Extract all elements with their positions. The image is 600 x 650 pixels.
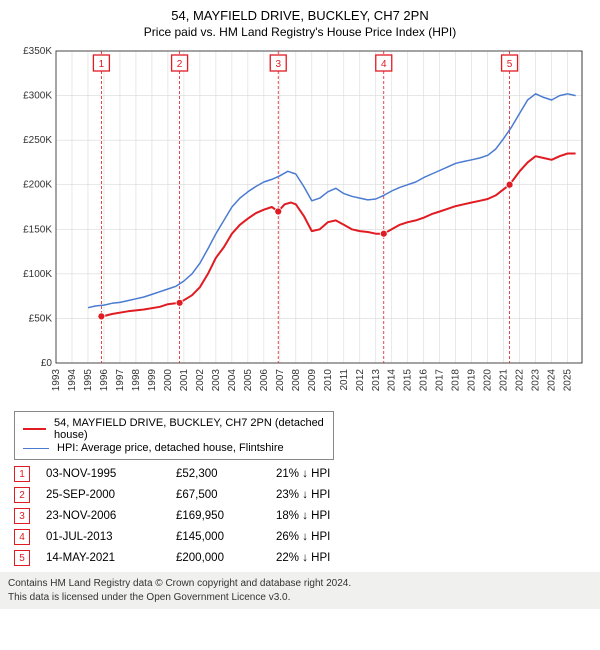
chart-container: 54, MAYFIELD DRIVE, BUCKLEY, CH7 2PN Pri…: [0, 0, 600, 609]
svg-text:2003: 2003: [211, 369, 222, 392]
svg-text:£300K: £300K: [23, 91, 52, 102]
transaction-date: 25-SEP-2000: [46, 489, 176, 501]
svg-text:1995: 1995: [83, 369, 94, 392]
svg-text:£200K: £200K: [23, 180, 52, 191]
svg-text:2024: 2024: [547, 369, 558, 392]
svg-text:2011: 2011: [339, 369, 350, 391]
svg-text:2002: 2002: [195, 369, 206, 392]
svg-text:2009: 2009: [307, 369, 318, 392]
svg-text:2013: 2013: [371, 369, 382, 392]
transaction-diff: 21% ↓ HPI: [276, 468, 366, 480]
transaction-date: 23-NOV-2006: [46, 510, 176, 522]
transaction-row: 1 03-NOV-1995£52,30021% ↓ HPI: [14, 466, 586, 482]
transaction-diff: 26% ↓ HPI: [276, 531, 366, 543]
svg-text:1999: 1999: [147, 369, 158, 392]
svg-text:2010: 2010: [323, 369, 334, 392]
transactions-table: 1 03-NOV-1995£52,30021% ↓ HPI 2 25-SEP-2000…: [14, 466, 586, 566]
transaction-date: 14-MAY-2021: [46, 552, 176, 564]
svg-text:£250K: £250K: [23, 135, 52, 146]
svg-text:2018: 2018: [451, 369, 462, 392]
svg-text:1: 1: [99, 59, 105, 70]
svg-text:2025: 2025: [563, 369, 574, 392]
svg-text:2007: 2007: [275, 369, 286, 392]
svg-text:2023: 2023: [531, 369, 542, 392]
svg-text:2001: 2001: [179, 369, 190, 392]
svg-text:1993: 1993: [51, 369, 62, 392]
transaction-price: £145,000: [176, 531, 276, 543]
svg-text:2: 2: [177, 59, 183, 70]
transaction-marker: 5: [14, 550, 30, 566]
transaction-marker: 4: [14, 529, 30, 545]
transaction-price: £67,500: [176, 489, 276, 501]
footer-attribution: Contains HM Land Registry data © Crown c…: [0, 572, 600, 609]
svg-text:2000: 2000: [163, 369, 174, 392]
transaction-marker: 2: [14, 487, 30, 503]
svg-text:1994: 1994: [67, 369, 78, 392]
svg-text:2008: 2008: [291, 369, 302, 392]
svg-text:1996: 1996: [99, 369, 110, 392]
svg-text:£50K: £50K: [29, 313, 53, 324]
title-subtitle: Price paid vs. HM Land Registry's House …: [10, 25, 590, 39]
transaction-row: 4 01-JUL-2013£145,00026% ↓ HPI: [14, 529, 586, 545]
svg-text:2014: 2014: [387, 369, 398, 392]
footer-line1: Contains HM Land Registry data © Crown c…: [8, 577, 592, 591]
svg-text:2022: 2022: [515, 369, 526, 392]
legend-label-hpi: HPI: Average price, detached house, Flin…: [57, 442, 284, 454]
legend: 54, MAYFIELD DRIVE, BUCKLEY, CH7 2PN (de…: [14, 411, 334, 460]
svg-text:2015: 2015: [403, 369, 414, 392]
transaction-row: 2 25-SEP-2000£67,50023% ↓ HPI: [14, 487, 586, 503]
transaction-marker: 1: [14, 466, 30, 482]
svg-text:2005: 2005: [243, 369, 254, 392]
svg-text:2012: 2012: [355, 369, 366, 392]
legend-swatch-hpi: [23, 448, 49, 449]
svg-text:4: 4: [381, 59, 387, 70]
svg-text:2004: 2004: [227, 369, 238, 392]
transaction-diff: 23% ↓ HPI: [276, 489, 366, 501]
svg-text:3: 3: [275, 59, 281, 70]
legend-label-property: 54, MAYFIELD DRIVE, BUCKLEY, CH7 2PN (de…: [54, 417, 325, 441]
transaction-price: £52,300: [176, 468, 276, 480]
svg-text:2019: 2019: [467, 369, 478, 392]
transaction-date: 01-JUL-2013: [46, 531, 176, 543]
svg-text:2021: 2021: [499, 369, 510, 392]
transaction-price: £200,000: [176, 552, 276, 564]
svg-text:2020: 2020: [483, 369, 494, 392]
legend-swatch-property: [23, 428, 46, 430]
title-address: 54, MAYFIELD DRIVE, BUCKLEY, CH7 2PN: [10, 8, 590, 23]
chart-area: £0 £50K £100K £150K £200K £250K £300K £350K 1993…: [10, 45, 590, 405]
svg-text:2016: 2016: [419, 369, 430, 392]
svg-text:5: 5: [507, 59, 513, 70]
transaction-marker: 3: [14, 508, 30, 524]
transaction-diff: 22% ↓ HPI: [276, 552, 366, 564]
svg-text:1998: 1998: [131, 369, 142, 392]
svg-text:£0: £0: [41, 358, 53, 369]
transaction-row: 3 23-NOV-2006£169,95018% ↓ HPI: [14, 508, 586, 524]
transaction-diff: 18% ↓ HPI: [276, 510, 366, 522]
svg-text:1997: 1997: [115, 369, 126, 392]
svg-text:£350K: £350K: [23, 46, 52, 57]
transaction-date: 03-NOV-1995: [46, 468, 176, 480]
transaction-row: 5 14-MAY-2021£200,00022% ↓ HPI: [14, 550, 586, 566]
svg-text:£100K: £100K: [23, 269, 52, 280]
transaction-price: £169,950: [176, 510, 276, 522]
svg-text:2017: 2017: [435, 369, 446, 392]
svg-text:2006: 2006: [259, 369, 270, 392]
price-chart-svg: £0 £50K £100K £150K £200K £250K £300K £350K 1993…: [10, 45, 590, 405]
footer-line2: This data is licensed under the Open Gov…: [8, 591, 592, 605]
svg-text:£150K: £150K: [23, 224, 52, 235]
legend-row-property: 54, MAYFIELD DRIVE, BUCKLEY, CH7 2PN (de…: [23, 417, 325, 441]
legend-row-hpi: HPI: Average price, detached house, Flin…: [23, 442, 325, 454]
